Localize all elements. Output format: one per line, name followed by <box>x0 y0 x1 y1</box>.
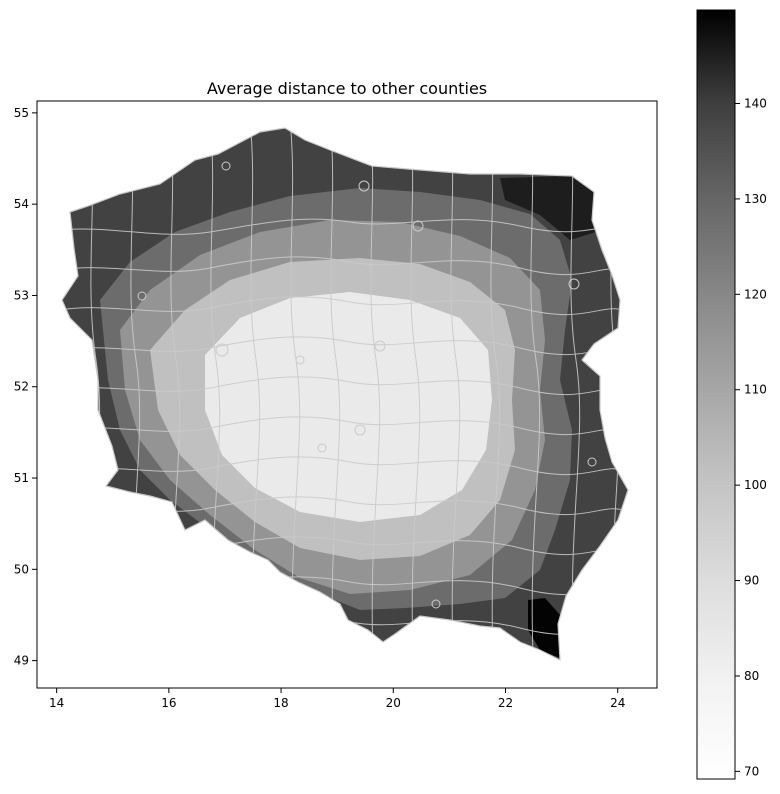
colorbar-tick-label: 110 <box>744 383 767 397</box>
x-tick-label: 18 <box>273 696 288 710</box>
x-axis: 14 16 18 20 22 24 <box>49 688 625 710</box>
x-tick-label: 24 <box>610 696 625 710</box>
colorbar-tick-label: 70 <box>744 764 759 778</box>
colorbar-tick-label: 120 <box>744 287 767 301</box>
colorbar-tick-label: 130 <box>744 192 767 206</box>
y-tick-label: 53 <box>14 288 29 302</box>
x-tick-label: 16 <box>161 696 176 710</box>
y-tick-label: 52 <box>14 380 29 394</box>
country-outline <box>61 127 629 661</box>
colorbar <box>696 9 736 780</box>
y-tick-label: 55 <box>14 106 29 120</box>
x-tick-label: 14 <box>49 696 64 710</box>
map-title: Average distance to other counties <box>207 79 487 98</box>
colorbar-tick-label: 100 <box>744 478 767 492</box>
x-tick-label: 20 <box>386 696 401 710</box>
y-tick-label: 50 <box>14 562 29 576</box>
map-fill-north-east-corner <box>500 176 598 240</box>
x-tick-label: 22 <box>498 696 513 710</box>
poland-map <box>61 127 629 661</box>
colorbar-tick-label: 80 <box>744 669 759 683</box>
y-tick-label: 49 <box>14 654 29 668</box>
y-axis: 49 50 51 52 53 54 55 <box>14 106 37 668</box>
map-fill-center <box>205 292 492 522</box>
map-fill-south-east-tip <box>528 598 565 660</box>
city-county-outlines <box>137 161 597 609</box>
y-tick-label: 51 <box>14 471 29 485</box>
colorbar-axis: 70 80 90 100 110 120 130 140 <box>735 97 767 778</box>
colorbar-tick-label: 90 <box>744 574 759 588</box>
y-tick-label: 54 <box>14 197 29 211</box>
colorbar-tick-label: 140 <box>744 97 767 111</box>
